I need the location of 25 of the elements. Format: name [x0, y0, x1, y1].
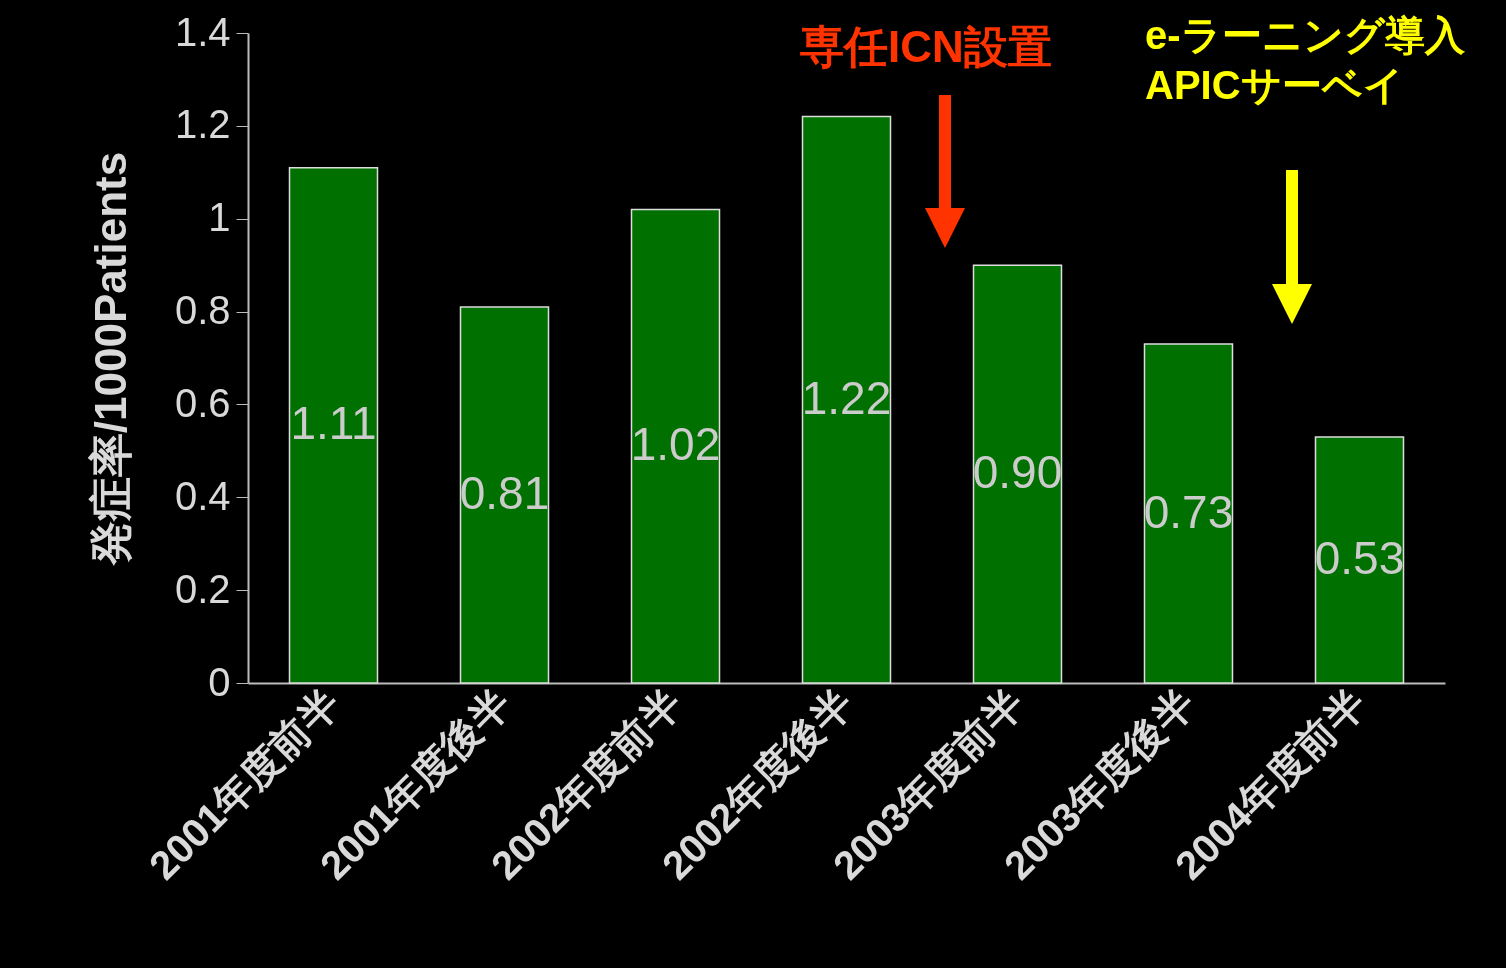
y-tick-label: 1.4 [174, 9, 231, 54]
data-label: 1.22 [801, 371, 892, 424]
data-label: 1.02 [630, 418, 721, 471]
data-label: 0.53 [1314, 531, 1405, 584]
y-tick-label: 0 [208, 659, 231, 704]
data-label: 0.81 [459, 466, 550, 519]
data-label: 0.90 [972, 446, 1063, 499]
y-tick-label: 1 [208, 195, 231, 240]
bar [1143, 343, 1234, 684]
y-tick-label: 1.2 [174, 102, 231, 147]
bar [801, 115, 892, 684]
y-axis-title: 発症率/1000Patients [85, 151, 135, 567]
bar [459, 306, 550, 684]
y-tick-label: 0.4 [174, 473, 231, 518]
annotation: 専任ICN設置 [800, 22, 1052, 72]
data-label: 1.11 [290, 397, 377, 450]
bar [630, 208, 721, 684]
bar [1314, 436, 1405, 684]
bar [972, 264, 1063, 684]
y-tick-label: 0.6 [174, 380, 231, 425]
y-tick-label: 0.2 [174, 566, 231, 611]
data-label: 0.73 [1143, 485, 1234, 538]
annotation: e-ラーニング導入 APICサーベイ [1145, 12, 1465, 109]
y-tick-label: 0.8 [174, 288, 231, 333]
bar [288, 166, 379, 684]
